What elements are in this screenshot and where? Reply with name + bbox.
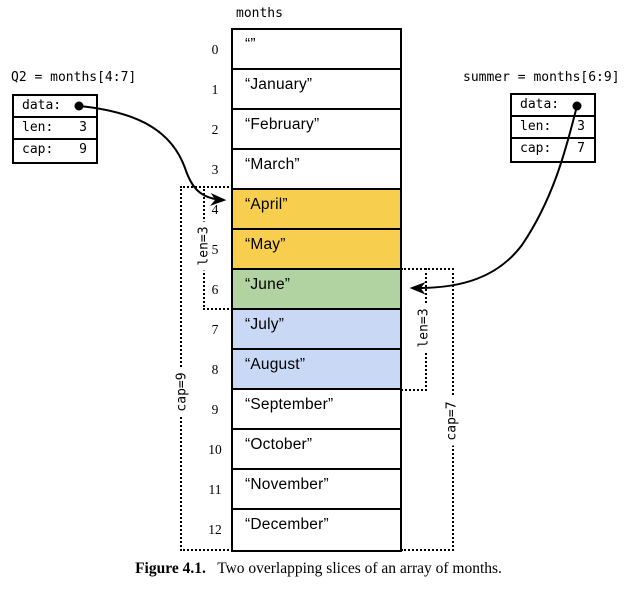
q2-len-field: len: 3 <box>14 118 96 140</box>
array-index: 11 <box>208 482 222 497</box>
array-index: 10 <box>208 442 222 457</box>
array-cell: “January” <box>233 70 400 110</box>
cell-value: “” <box>245 36 256 53</box>
cell-value: “June” <box>245 276 291 293</box>
field-value: 7 <box>577 141 585 156</box>
field-name: len: <box>22 120 54 135</box>
array-index: 3 <box>211 162 219 177</box>
summer-cap-field: cap: 7 <box>512 139 594 161</box>
months-array: “” “January” “February” “March” “April” … <box>231 28 402 552</box>
field-name: cap: <box>520 141 552 156</box>
array-cell: “February” <box>233 110 400 150</box>
array-cell: “April” <box>233 190 400 230</box>
cell-value: “January” <box>245 76 313 93</box>
q2-len-bracket-label: len=3 <box>196 221 212 271</box>
field-name: cap: <box>22 142 54 157</box>
array-cell: “July” <box>233 310 400 350</box>
summer-slice-struct: data: len: 3 cap: 7 <box>510 93 596 163</box>
summer-len-field: len: 3 <box>512 117 594 139</box>
q2-data-field: data: <box>14 96 96 118</box>
field-value: 9 <box>79 142 87 157</box>
q2-cap-field: cap: 9 <box>14 140 96 162</box>
cell-value: “March” <box>245 156 300 173</box>
array-index: 4 <box>211 202 219 217</box>
array-index: 1 <box>211 82 219 97</box>
cell-value: “December” <box>245 516 329 533</box>
array-cell: “March” <box>233 150 400 190</box>
cell-value: “September” <box>245 396 334 413</box>
array-cell: “December” <box>233 510 400 550</box>
array-cell: “May” <box>233 230 400 270</box>
q2-slice-label: Q2 = months[4:7] <box>11 70 137 85</box>
cell-value: “July” <box>245 316 285 333</box>
array-index: 5 <box>211 242 219 257</box>
array-index: 7 <box>211 322 219 337</box>
summer-data-field: data: <box>512 95 594 117</box>
cell-value: “August” <box>245 356 306 373</box>
cell-value: “May” <box>245 236 286 253</box>
field-name: data: <box>520 97 560 112</box>
figure-caption-text: Two overlapping slices of an array of mo… <box>217 560 502 577</box>
field-name: data: <box>22 98 62 113</box>
array-index: 8 <box>211 362 219 377</box>
cell-value: “October” <box>245 436 313 453</box>
cell-value: “February” <box>245 116 320 133</box>
cell-value: “November” <box>245 476 329 493</box>
cell-value: “April” <box>245 196 288 213</box>
summer-slice-label: summer = months[6:9] <box>463 70 620 85</box>
summer-len-bracket-label: len=3 <box>416 303 432 353</box>
field-value: 3 <box>79 120 87 135</box>
array-cell: “June” <box>233 270 400 310</box>
figure-caption: Figure 4.1. Two overlapping slices of an… <box>0 560 637 578</box>
q2-slice-struct: data: len: 3 cap: 9 <box>12 94 98 164</box>
array-index: 9 <box>211 402 219 417</box>
array-index: 6 <box>211 282 219 297</box>
array-index: 2 <box>211 122 219 137</box>
array-cell: “October” <box>233 430 400 470</box>
field-value: 3 <box>577 119 585 134</box>
array-cell: “” <box>233 30 400 70</box>
summer-cap-bracket-label: cap=7 <box>444 396 460 446</box>
array-cell: “September” <box>233 390 400 430</box>
array-index: 0 <box>211 42 219 57</box>
q2-cap-bracket-label: cap=9 <box>174 367 190 417</box>
array-index: 12 <box>208 522 222 537</box>
array-cell: “August” <box>233 350 400 390</box>
array-title: months <box>236 6 283 21</box>
field-name: len: <box>520 119 552 134</box>
figure-caption-label: Figure 4.1. <box>135 560 206 577</box>
array-cell: “November” <box>233 470 400 510</box>
